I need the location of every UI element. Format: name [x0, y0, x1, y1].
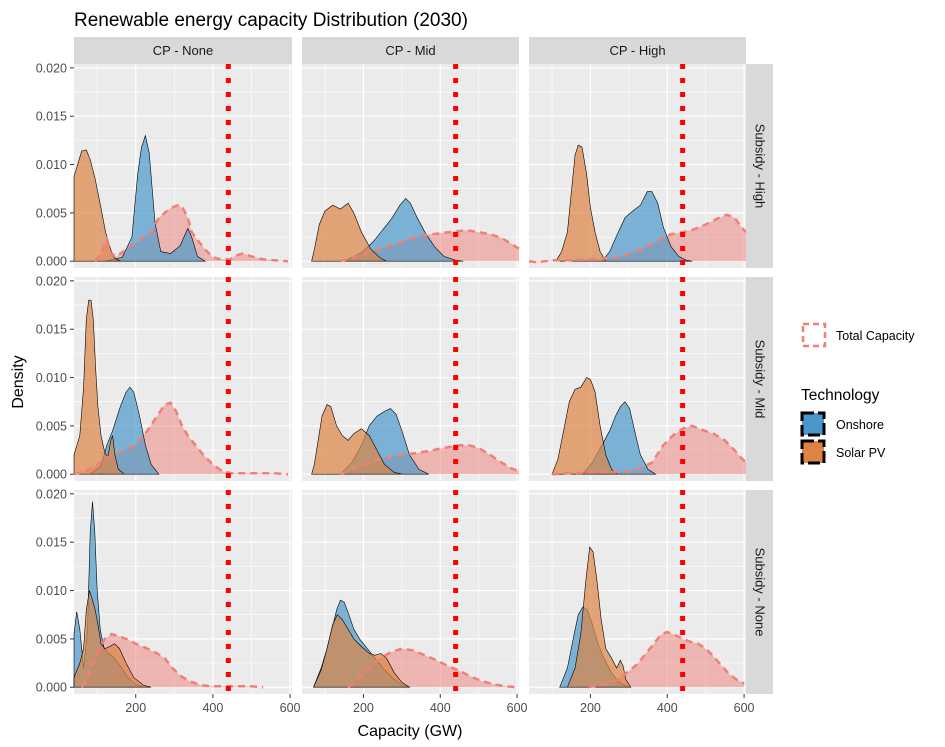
onshore-density-area: [104, 134, 207, 262]
facet-panel-r2-c2: [529, 490, 746, 694]
y-tick-label: 0.005: [36, 419, 67, 433]
total-capacity-outline: [80, 632, 264, 689]
total-capacity-area: [552, 425, 746, 475]
y-tick-label: 0.010: [36, 371, 67, 385]
total-capacity-outline: [528, 213, 747, 264]
y-axis-title: Density: [10, 355, 27, 408]
column-facet-strips: CP - None CP - Mid CP - High: [74, 37, 746, 64]
onshore-density-area: [88, 386, 160, 475]
row-strip-bg: [746, 64, 773, 268]
y-tick-label: 0.015: [36, 536, 67, 550]
legend: Total Capacity Technology Onshore Solar …: [800, 322, 915, 465]
x-tick-label: 400: [430, 701, 451, 715]
solar-density-area: [311, 202, 387, 262]
legend-label-total: Total Capacity: [836, 329, 915, 343]
facet-panel-r1-c0: [73, 277, 292, 481]
column-strip-label: CP - Mid: [385, 43, 435, 58]
facet-panel-r0-c0: [73, 64, 292, 268]
solar-density-area: [566, 546, 632, 688]
column-strip-bg: [302, 37, 519, 64]
facet-panel-r1-c1: [302, 277, 520, 481]
solar-density-area: [73, 299, 126, 475]
row-strip-label: Subsidy - Mid: [753, 340, 768, 419]
facet-panel-r2-c1: [302, 490, 519, 694]
y-tick-label: 0.005: [36, 206, 67, 220]
chart-title: Renewable energy capacity Distribution (…: [74, 10, 468, 31]
onshore-density-area: [601, 191, 693, 262]
y-tick-label: 0.010: [36, 584, 67, 598]
column-strip-bg: [529, 37, 746, 64]
x-tick-label: 400: [657, 701, 678, 715]
x-tick-label: 200: [125, 701, 146, 715]
total-capacity-outline: [588, 630, 745, 689]
row-strip-bg: [746, 277, 773, 481]
total-capacity-outline: [73, 401, 289, 476]
solar-density-area: [311, 404, 402, 475]
y-tick-label: 0.010: [36, 158, 67, 172]
solar-density-area: [73, 149, 121, 262]
total-capacity-outline: [347, 647, 518, 689]
x-tick-label: 600: [507, 701, 528, 715]
solar-density-area: [313, 614, 411, 688]
facet-panels: [73, 64, 747, 694]
y-tick-label: 0.005: [36, 632, 67, 646]
row-strip-label: Subsidy - High: [753, 124, 768, 209]
facet-panel-r2-c0: [73, 490, 292, 694]
y-tick-label: 0.000: [36, 255, 67, 269]
y-tick-label: 0.015: [36, 110, 67, 124]
solar-density-area: [551, 377, 619, 475]
legend-label-onshore: Onshore: [836, 418, 884, 432]
facet-panel-r0-c1: [302, 64, 520, 268]
x-tick-label: 200: [580, 701, 601, 715]
total-capacity-outline: [551, 424, 747, 476]
y-tick-label: 0.020: [36, 61, 67, 75]
onshore-density-area: [344, 197, 464, 262]
column-strip-label: CP - None: [153, 43, 213, 58]
total-capacity-area: [529, 214, 746, 263]
y-tick-label: 0.020: [36, 487, 67, 501]
legend-key-solar: [800, 439, 826, 465]
total-capacity-outline: [94, 203, 289, 263]
x-axis: 200 400 600 200 400 600 200 400 600: [125, 694, 755, 715]
x-tick-label: 600: [734, 701, 755, 715]
x-tick-label: 600: [280, 701, 301, 715]
y-tick-label: 0.000: [36, 681, 67, 695]
legend-key-total: [801, 322, 827, 348]
y-tick-label: 0.000: [36, 468, 67, 482]
y-tick-label: 0.020: [36, 274, 67, 288]
row-strip-bg: [746, 490, 773, 694]
row-strip-label: Subsidy - None: [753, 548, 768, 637]
total-capacity-outline: [340, 229, 520, 263]
legend-label-solar: Solar PV: [836, 446, 886, 460]
column-strip-bg: [74, 37, 292, 64]
y-tick-label: 0.015: [36, 323, 67, 337]
legend-title: Technology: [801, 387, 880, 404]
x-tick-label: 200: [353, 701, 374, 715]
x-axis-title: Capacity (GW): [358, 723, 463, 740]
legend-key-onshore: [800, 411, 826, 437]
column-strip-label: CP - High: [609, 43, 665, 58]
solar-density-area: [555, 144, 607, 262]
facet-panel-r0-c2: [528, 64, 747, 268]
row-facet-strips: Subsidy - High Subsidy - Mid Subsidy - Non…: [746, 64, 773, 694]
y-axes: 0.000 0.005 0.010 0.015 0.020 0.000 0.005 0.010…: [36, 61, 74, 695]
x-tick-label: 400: [202, 701, 223, 715]
facet-panel-r1-c2: [529, 277, 747, 481]
